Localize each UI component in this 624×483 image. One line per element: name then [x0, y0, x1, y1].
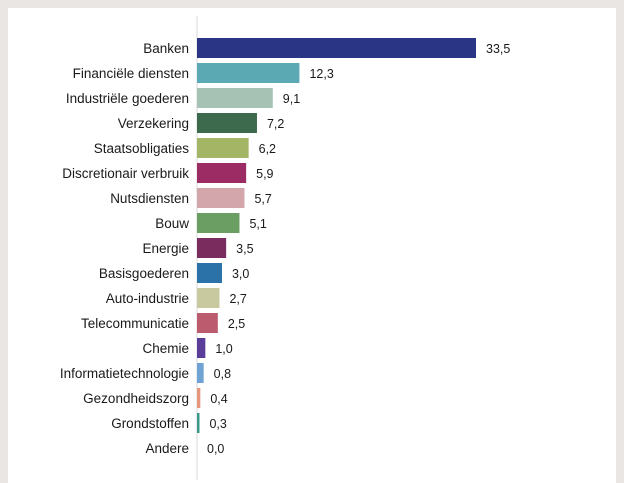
category-label: Chemie — [142, 341, 189, 356]
category-label: Telecommunicatie — [81, 316, 189, 331]
value-label: 0,4 — [210, 392, 227, 406]
bar — [197, 88, 273, 108]
value-label: 12,3 — [309, 67, 333, 81]
value-label: 1,0 — [215, 342, 232, 356]
value-label: 9,1 — [283, 92, 300, 106]
bar — [197, 138, 249, 158]
bar — [197, 288, 220, 308]
bar — [197, 313, 218, 333]
bar — [197, 63, 300, 83]
category-label: Discretionair verbruik — [62, 166, 189, 181]
value-label: 0,0 — [207, 442, 224, 456]
category-label: Basisgoederen — [99, 266, 189, 281]
category-label: Bouw — [155, 216, 189, 231]
value-label: 5,1 — [249, 217, 266, 231]
value-label: 0,3 — [209, 417, 226, 431]
value-label: 5,9 — [256, 167, 273, 181]
bar-chart: Banken 33,5 Financiële diensten 12,3 Industr… — [60, 16, 510, 480]
value-label: 2,7 — [229, 292, 246, 306]
category-label: Grondstoffen — [111, 416, 189, 431]
category-label: Financiële diensten — [73, 66, 189, 81]
value-label: 0,8 — [214, 367, 231, 381]
bar — [197, 113, 257, 133]
bar — [197, 188, 245, 208]
category-label: Verzekering — [118, 116, 189, 131]
category-label: Auto-industrie — [106, 291, 189, 306]
category-label: Industriële goederen — [66, 91, 189, 106]
category-label: Informatietechnologie — [60, 366, 189, 381]
category-label: Andere — [145, 441, 189, 456]
value-label: 5,7 — [254, 192, 271, 206]
category-label: Banken — [143, 41, 189, 56]
category-label: Nutsdiensten — [110, 191, 189, 206]
value-label: 3,0 — [232, 267, 249, 281]
bars-group: Banken 33,5 Financiële diensten 12,3 Industr… — [60, 38, 510, 456]
bar — [197, 263, 222, 283]
value-label: 33,5 — [486, 42, 510, 56]
category-label: Staatsobligaties — [94, 141, 190, 156]
bar — [197, 388, 201, 408]
category-label: Energie — [142, 241, 189, 256]
value-label: 7,2 — [267, 117, 284, 131]
bar — [197, 238, 227, 258]
value-label: 6,2 — [259, 142, 276, 156]
bar — [197, 38, 476, 58]
category-label: Gezondheidszorg — [83, 391, 189, 406]
bar — [197, 338, 206, 358]
chart-frame: Banken 33,5 Financiële diensten 12,3 Industr… — [8, 8, 616, 483]
bar — [197, 163, 247, 183]
bar — [197, 213, 240, 233]
bar — [197, 363, 204, 383]
value-label: 2,5 — [228, 317, 245, 331]
value-label: 3,5 — [236, 242, 253, 256]
bar — [197, 413, 200, 433]
